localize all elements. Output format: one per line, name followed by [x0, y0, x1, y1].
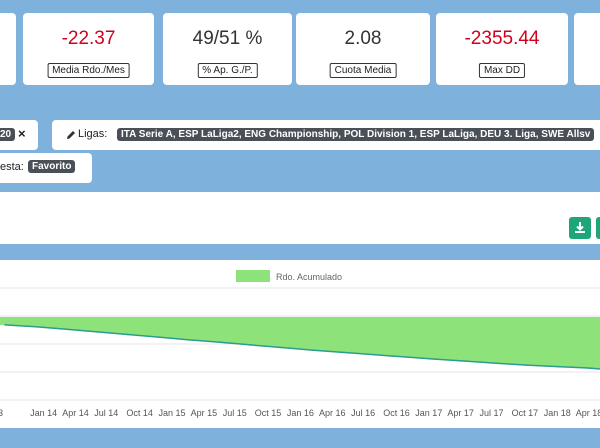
x-tick-label: Oct 15: [255, 408, 282, 418]
data-point: [188, 339, 190, 341]
data-point: [4, 324, 6, 326]
data-point: [127, 333, 129, 336]
cumulative-result-chart: Rdo. Acumulado 3 Jan 14 Apr 14 Jul 14 Oct 14 J…: [0, 260, 600, 428]
data-point: [526, 364, 528, 366]
secondary-action-button[interactable]: [596, 217, 600, 239]
x-tick-label: Jul 15: [223, 408, 247, 418]
x-tick-label: Jan 17: [415, 408, 442, 418]
data-point: [464, 360, 467, 362]
apuesta-label: esta:: [0, 161, 24, 173]
ligas-label: Ligas:: [78, 128, 108, 140]
pencil-icon: [67, 131, 75, 139]
stat-card-cuota: 2.08 Cuota Media: [296, 13, 430, 85]
stat-value: -22.37: [61, 28, 116, 49]
data-point: [157, 336, 160, 338]
stat-value: 2.08: [344, 28, 382, 49]
x-tick-label: Apr 16: [319, 408, 346, 418]
x-tick-label: Oct 14: [126, 408, 153, 418]
data-point: [434, 358, 436, 360]
stat-label: Cuota Media: [329, 63, 397, 78]
apuesta-value-tag: Favorito: [28, 160, 76, 173]
ligas-filter-chip[interactable]: Ligas: ITA Serie A, ESP LaLiga2, ENG Cha…: [52, 120, 600, 150]
stat-card-media: -22.37 Media Rdo./Mes: [23, 13, 154, 85]
data-point: [311, 349, 313, 351]
x-tick-label: Apr 17: [447, 408, 474, 418]
apuesta-filter-chip[interactable]: esta: Favorito: [0, 153, 92, 183]
x-tick-label: Oct 16: [383, 408, 410, 418]
data-point: [65, 328, 68, 331]
stat-value: -2355.44: [464, 28, 540, 49]
stat-card-maxdd: -2355.44 Max DD: [436, 13, 568, 85]
chart-svg: Rdo. Acumulado 3 Jan 14 Apr 14 Jul 14 Oct 14 J…: [0, 270, 600, 418]
data-point: [219, 341, 221, 344]
data-point: [587, 367, 590, 369]
x-tick-label: Jan 18: [544, 408, 571, 418]
data-point: [372, 353, 375, 356]
x-tick-label: 3: [0, 408, 3, 418]
x-tick-label: Jan 15: [159, 408, 186, 418]
data-point: [495, 362, 498, 365]
x-tick-label: Apr 18: [576, 408, 600, 418]
x-tick-label: Apr 15: [191, 408, 218, 418]
remove-filter-icon[interactable]: ×: [18, 126, 26, 141]
legend-swatch: [236, 270, 270, 282]
x-tick-label: Jul 17: [480, 408, 504, 418]
download-icon: [575, 222, 585, 233]
x-tick-label: Jul 16: [351, 408, 375, 418]
x-tick-label: Jul 14: [94, 408, 118, 418]
data-point: [249, 344, 252, 346]
download-button[interactable]: [569, 217, 591, 239]
legend-label: Rdo. Acumulado: [276, 272, 342, 282]
stat-label: Media Rdo./Mes: [47, 63, 130, 78]
date-filter-chip[interactable]: 20 ×: [0, 120, 38, 150]
stat-value: 49/51 %: [192, 28, 263, 49]
stat-card-ap: 49/51 % % Ap. G./P.: [163, 13, 292, 85]
x-tick-label: Oct 17: [512, 408, 539, 418]
area-fill: [0, 317, 600, 369]
date-filter-tag: 20: [0, 128, 16, 141]
data-point: [96, 331, 98, 333]
stat-label: Max DD: [478, 63, 526, 78]
stat-label: % Ap. G./P.: [197, 63, 258, 78]
x-tick-label: Jan 16: [287, 408, 314, 418]
data-point: [280, 346, 283, 349]
toolbar-panel: [0, 192, 600, 244]
x-tick-label: Apr 14: [62, 408, 89, 418]
data-point: [34, 326, 37, 328]
stat-card-partial-right: [574, 13, 600, 85]
data-point: [341, 351, 344, 354]
x-tick-label: Jan 14: [30, 408, 57, 418]
data-point: [556, 365, 559, 368]
data-point: [403, 356, 405, 358]
stat-card-partial: [0, 13, 16, 85]
ligas-value-tag: ITA Serie A, ESP LaLiga2, ENG Championsh…: [117, 128, 595, 141]
